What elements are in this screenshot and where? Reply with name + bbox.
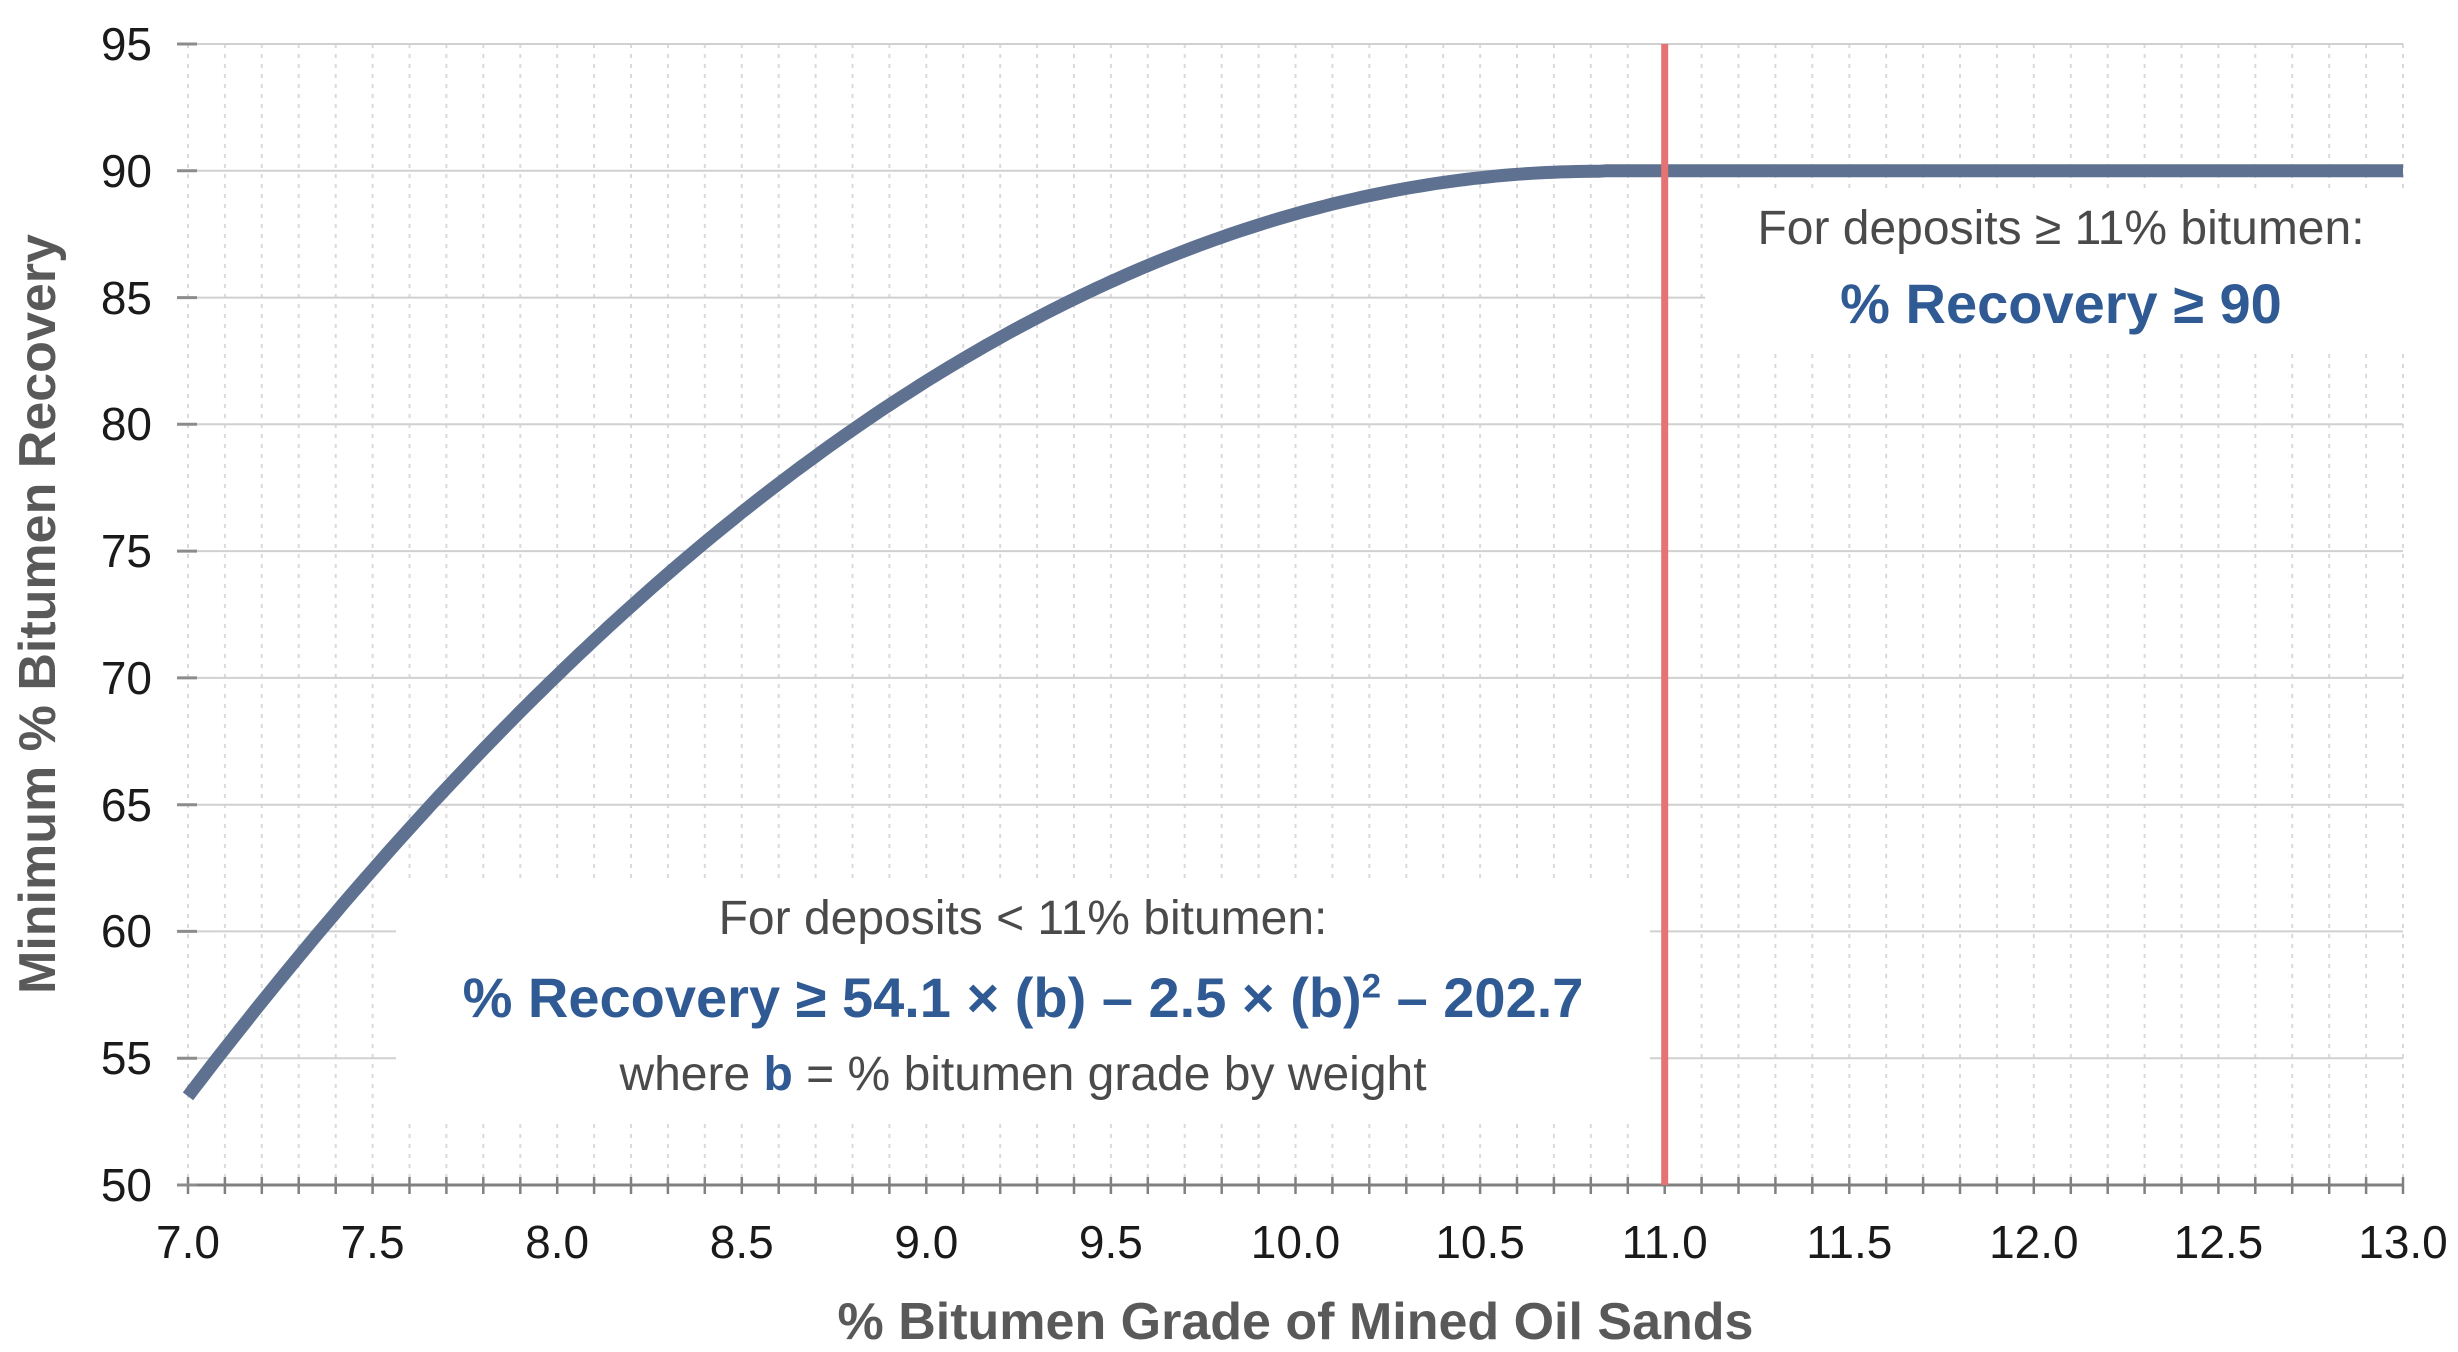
x-tick-label: 13.0	[2358, 1216, 2448, 1268]
y-tick-label: 55	[100, 1032, 152, 1085]
where-suffix: = % bitumen grade by weight	[792, 1048, 1427, 1101]
recovery-curve	[182, 164, 2403, 1101]
x-tick-label: 11.5	[1806, 1216, 1893, 1268]
y-tick-label: 95	[100, 18, 152, 70]
y-axis-ticks	[177, 42, 197, 1187]
y-tick-label: 60	[100, 905, 152, 958]
x-axis-title: % Bitumen Grade of Mined Oil Sands	[837, 1293, 1754, 1351]
y-tick-label: 50	[100, 1159, 152, 1211]
formula-superscript: 2	[1361, 967, 1382, 1006]
formula-prefix: % Recovery ≥ 54.1 × (b) – 2.5 × (b)	[462, 966, 1362, 1029]
y-tick-label: 75	[100, 525, 152, 578]
annotation-formula-text: % Recovery ≥ 54.1 × (b) – 2.5 × (b)2 – 2…	[396, 962, 1650, 1034]
x-tick-label: 7.0	[156, 1216, 220, 1268]
y-tick-label: 85	[100, 271, 152, 324]
where-variable-b: b	[763, 1048, 793, 1101]
x-tick-label: 11.0	[1621, 1216, 1708, 1268]
y-tick-label: 80	[100, 398, 152, 451]
y-tick-label: 90	[100, 144, 152, 197]
x-tick-label: 7.5	[340, 1216, 405, 1268]
y-tick-label: 70	[100, 651, 152, 704]
x-tick-label: 9.0	[894, 1216, 959, 1268]
x-tick-label: 10.5	[1435, 1216, 1525, 1268]
formula-suffix: – 202.7	[1381, 966, 1584, 1029]
annotation-above-11: For deposits ≥ 11% bitumen: % Recovery ≥…	[1705, 192, 2417, 350]
where-prefix: where	[619, 1048, 764, 1101]
x-tick-label: 10.0	[1250, 1216, 1341, 1268]
x-axis-ticks	[186, 1177, 2405, 1194]
annotation-rule-text: % Recovery ≥ 90	[1840, 272, 2282, 335]
annotation-below-11: For deposits < 11% bitumen: % Recovery ≥…	[396, 880, 1650, 1120]
annotation-where-text: where b = % bitumen grade by weight	[396, 1044, 1650, 1106]
x-tick-label: 9.5	[1078, 1216, 1143, 1268]
y-axis-title: Minimum % Bitumen Recovery	[9, 234, 67, 995]
x-tick-label: 12.5	[2173, 1216, 2264, 1268]
x-tick-label: 12.0	[1989, 1216, 2079, 1268]
y-tick-label: 65	[100, 778, 152, 831]
x-tick-label: 8.0	[525, 1216, 590, 1268]
annotation-condition-text: For deposits ≥ 11% bitumen:	[1757, 202, 2365, 255]
x-tick-label: 8.5	[709, 1216, 774, 1268]
annotation-condition-text: For deposits < 11% bitumen:	[718, 892, 1328, 945]
